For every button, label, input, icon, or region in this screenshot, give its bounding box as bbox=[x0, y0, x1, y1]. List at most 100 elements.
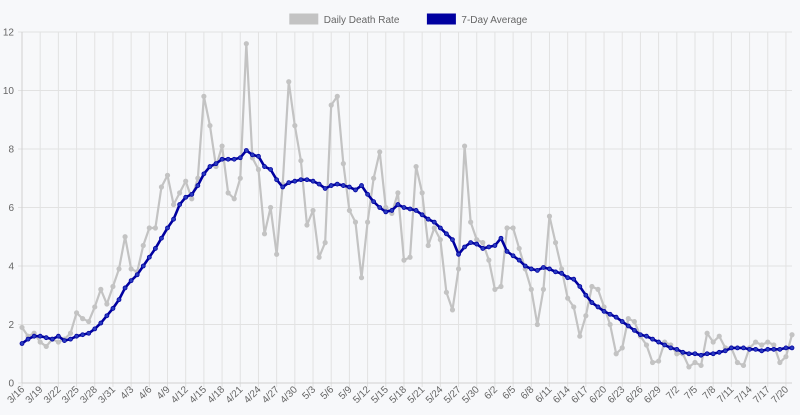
7-day-average-point bbox=[256, 153, 261, 159]
daily-death-rate-point bbox=[334, 93, 340, 99]
daily-death-rate-point bbox=[777, 359, 783, 366]
7-day-average-point bbox=[450, 237, 455, 243]
daily-death-rate-point bbox=[122, 234, 128, 240]
daily-death-rate-point bbox=[649, 359, 656, 366]
daily-death-rate-point bbox=[619, 345, 625, 351]
daily-death-rate-point bbox=[183, 178, 189, 184]
7-day-average-point bbox=[741, 345, 746, 351]
7-day-average-point bbox=[722, 348, 728, 354]
7-day-average-point bbox=[528, 266, 534, 272]
x-tick-label: 5/6 bbox=[319, 384, 337, 402]
daily-death-rate-point bbox=[589, 283, 595, 290]
7-day-average-point bbox=[243, 148, 249, 153]
daily-death-rate-point bbox=[225, 190, 231, 196]
daily-death-rate-point bbox=[158, 184, 165, 190]
y-tick-label: 8 bbox=[8, 145, 14, 156]
x-tick-label: 5/15 bbox=[369, 384, 391, 406]
daily-death-rate-point bbox=[395, 190, 401, 196]
7-day-average-point bbox=[383, 209, 389, 215]
daily-death-rate-point bbox=[352, 219, 359, 225]
daily-death-rate-point bbox=[468, 219, 474, 225]
x-tick-label: 5/18 bbox=[388, 384, 410, 406]
7-day-average-point bbox=[134, 272, 140, 278]
7-day-average-point bbox=[783, 345, 789, 351]
daily-death-rate-point bbox=[55, 339, 61, 345]
7-day-average-point bbox=[474, 241, 480, 247]
daily-death-rate-point bbox=[286, 79, 292, 85]
daily-death-rate-point bbox=[195, 175, 201, 181]
7-day-average-point bbox=[231, 156, 237, 162]
7-day-average-point bbox=[710, 351, 716, 357]
7-day-average-point bbox=[37, 333, 43, 339]
daily-death-rate-point bbox=[443, 289, 450, 295]
7-day-average-point bbox=[656, 339, 662, 345]
7-day-average-point bbox=[619, 319, 625, 324]
7-day-average-point bbox=[589, 300, 595, 305]
daily-death-rate-point bbox=[237, 175, 243, 181]
x-tick-label: 5/27 bbox=[442, 384, 464, 406]
x-tick-label: 5/21 bbox=[406, 384, 428, 406]
daily-death-rate-point bbox=[364, 219, 371, 225]
x-tick-label: 6/20 bbox=[588, 384, 610, 406]
x-tick-label: 7/17 bbox=[751, 384, 773, 406]
daily-death-rate-point bbox=[110, 283, 116, 290]
legend-item-daily-death-rate: Daily Death Rate bbox=[289, 13, 400, 26]
x-tick-label: 6/23 bbox=[606, 384, 628, 406]
legend-label: Daily Death Rate bbox=[324, 15, 400, 26]
7-day-average-point bbox=[195, 183, 201, 188]
7-day-average-point bbox=[353, 187, 358, 193]
7-day-average-point bbox=[334, 181, 340, 187]
daily-death-rate-point bbox=[425, 242, 431, 249]
7-day-average-point bbox=[189, 191, 195, 197]
7-day-average-point bbox=[504, 248, 510, 254]
daily-death-rate-point bbox=[116, 266, 122, 272]
x-tick-label: 5/30 bbox=[460, 384, 482, 406]
7-day-average-point bbox=[128, 278, 134, 284]
daily-death-rate-point bbox=[274, 251, 280, 257]
7-day-average-point bbox=[553, 269, 558, 275]
7-day-average-point bbox=[49, 336, 55, 342]
daily-death-rate-point bbox=[164, 172, 171, 178]
daily-death-rate-point bbox=[340, 161, 346, 167]
7-day-average-point bbox=[177, 202, 183, 207]
7-day-average-point bbox=[310, 178, 316, 184]
x-tick-label: 6/26 bbox=[624, 384, 646, 406]
daily-death-rate-point bbox=[377, 149, 383, 155]
7-day-average-point bbox=[304, 177, 310, 183]
daily-death-rate-point bbox=[461, 143, 468, 149]
x-tick-label: 4/24 bbox=[242, 384, 264, 406]
daily-death-rate-point bbox=[86, 318, 92, 325]
daily-death-rate-point bbox=[298, 158, 304, 164]
7-day-average-point bbox=[601, 308, 607, 314]
7-day-average-point bbox=[771, 346, 777, 352]
daily-death-rate-point bbox=[146, 225, 152, 231]
daily-death-rate-point bbox=[243, 41, 249, 47]
daily-death-rate-point bbox=[267, 204, 274, 211]
7-day-average-point bbox=[704, 351, 710, 357]
daily-death-rate-point bbox=[310, 207, 316, 214]
daily-death-rate-point bbox=[759, 342, 765, 348]
7-day-average-point bbox=[789, 345, 795, 351]
daily-death-rate-point bbox=[401, 257, 407, 263]
7-day-average-point bbox=[146, 254, 152, 260]
legend-swatch bbox=[426, 13, 456, 25]
series-layer bbox=[19, 41, 795, 370]
x-tick-label: 4/12 bbox=[169, 384, 191, 406]
daily-death-rate-point bbox=[753, 339, 759, 345]
daily-death-rate-point bbox=[601, 304, 607, 310]
7-day-average-point bbox=[492, 243, 498, 248]
7-day-average-point bbox=[207, 164, 213, 169]
x-tick-label: 5/3 bbox=[301, 384, 319, 402]
7-day-average-point bbox=[644, 333, 649, 339]
7-day-average-point bbox=[55, 333, 61, 339]
7-day-average-point bbox=[80, 332, 86, 338]
daily-death-rate-point bbox=[789, 332, 795, 338]
x-tick-label: 3/25 bbox=[60, 384, 82, 406]
7-day-average-point bbox=[268, 167, 273, 172]
daily-death-rate-point bbox=[486, 257, 492, 263]
daily-death-rate-point bbox=[528, 286, 534, 292]
7-day-average-point bbox=[559, 270, 565, 276]
y-tick-label: 12 bbox=[3, 28, 15, 39]
daily-death-rate-point bbox=[771, 342, 777, 348]
